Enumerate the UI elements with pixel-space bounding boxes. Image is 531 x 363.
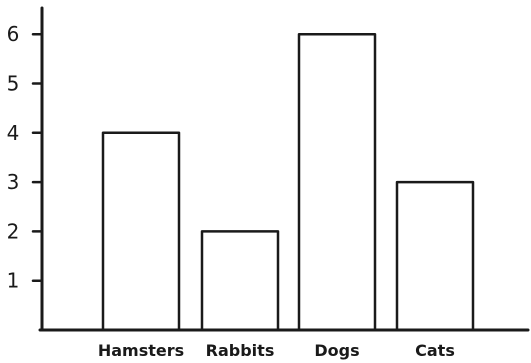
- y-tick-label-3: 3: [7, 170, 20, 194]
- y-tick-label-1: 1: [7, 269, 20, 293]
- bar-rabbits: [200, 230, 280, 332]
- y-tick-label-5: 5: [7, 72, 20, 96]
- y-tick-label-6: 6: [7, 22, 20, 46]
- x-tick-labels-group: Hamsters Rabbits Dogs Cats: [98, 341, 455, 360]
- bar-hamsters: [101, 131, 181, 332]
- y-tick-labels-group: 1 2 3 4 5 6: [7, 22, 20, 293]
- x-tick-label-rabbits: Rabbits: [206, 341, 275, 360]
- y-tick-label-4: 4: [7, 121, 20, 145]
- bars-group: [101, 32, 475, 332]
- y-tick-label-2: 2: [7, 219, 20, 243]
- x-tick-label-hamsters: Hamsters: [98, 341, 184, 360]
- x-tick-label-cats: Cats: [415, 341, 455, 360]
- x-tick-label-dogs: Dogs: [314, 341, 359, 360]
- bar-cats: [395, 180, 475, 332]
- bar-dogs: [297, 32, 377, 332]
